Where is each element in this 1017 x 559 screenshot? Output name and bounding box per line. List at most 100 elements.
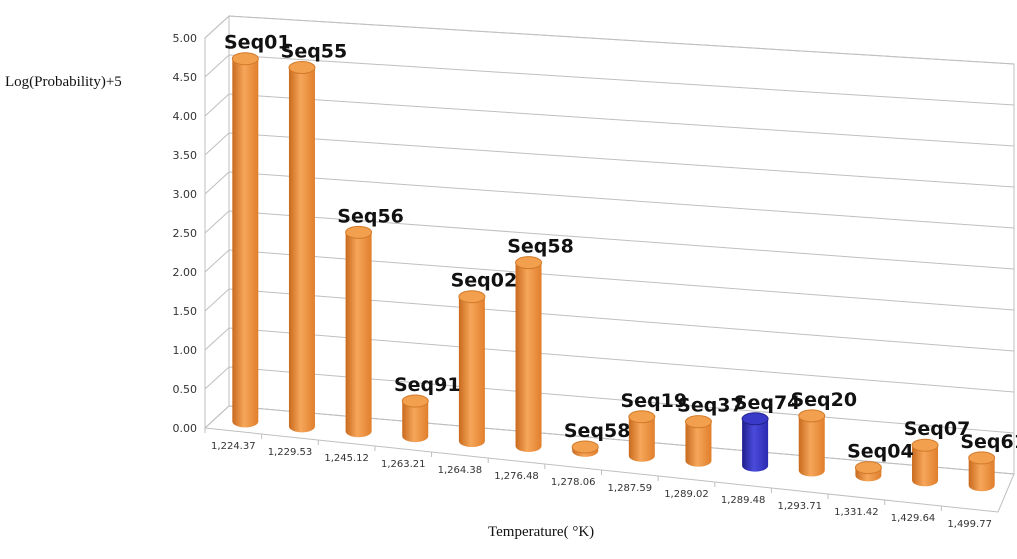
data-label: Seq56 xyxy=(337,205,404,227)
x-tick-label: 1,289.48 xyxy=(721,495,766,506)
data-label: Seq02 xyxy=(451,270,518,292)
data-label: Seq58 xyxy=(507,236,574,258)
x-tick-label: 1,499.77 xyxy=(947,519,992,530)
bar-top xyxy=(911,438,939,452)
gridline xyxy=(228,210,1015,270)
x-tick-label: 1,229.53 xyxy=(268,447,313,458)
gridline-side xyxy=(204,210,230,234)
x-axis-ticks: 1,224.37 1,229.53 1,245.12 1,263.21 1,264.38… xyxy=(204,428,992,530)
bars xyxy=(231,52,996,492)
gridline xyxy=(228,132,1015,188)
bar xyxy=(231,52,259,428)
bar-body xyxy=(345,232,372,438)
gridline-side xyxy=(204,366,230,390)
bar-top xyxy=(515,256,543,270)
x-tick-label: 1,224.37 xyxy=(211,441,256,452)
y-tick-label: 0.50 xyxy=(173,383,198,396)
x-tick-label: 1,278.06 xyxy=(551,477,596,488)
bar-top xyxy=(854,461,882,475)
x-tick-label: 1,264.38 xyxy=(438,465,483,476)
gridline-side xyxy=(204,171,230,195)
data-label: Seq61 xyxy=(960,431,1017,453)
x-axis-title: Temperature( °K) xyxy=(488,524,594,540)
bar-body xyxy=(742,418,769,472)
bar xyxy=(854,461,882,482)
bar-body xyxy=(402,401,429,443)
bar xyxy=(288,61,316,433)
bar xyxy=(345,225,373,438)
bar xyxy=(515,256,543,452)
x-tick-label: 1,293.71 xyxy=(777,501,822,512)
gridline xyxy=(228,93,1015,147)
gridline-side xyxy=(204,15,230,39)
bar-top xyxy=(628,410,656,424)
gridline-side xyxy=(204,288,230,312)
gridline xyxy=(228,15,1015,65)
gridline-side xyxy=(204,93,230,117)
gridline-side xyxy=(204,132,230,156)
bar-body xyxy=(685,421,712,467)
bar xyxy=(458,290,486,448)
x-tick-label: 1,429.64 xyxy=(891,513,936,524)
gridline-side xyxy=(204,405,230,429)
bar-top xyxy=(401,394,429,408)
data-label: Seq91 xyxy=(394,374,461,396)
data-label: Seq04 xyxy=(847,441,914,463)
y-tick-label: 3.50 xyxy=(173,149,198,162)
x-tick-label: 1,287.59 xyxy=(608,483,653,494)
data-label: Seq37 xyxy=(677,395,744,417)
gridline-side xyxy=(204,54,230,78)
y-tick-label: 0.00 xyxy=(173,422,198,435)
bar-body xyxy=(912,445,939,487)
data-label: Seq20 xyxy=(790,389,857,411)
bar xyxy=(968,451,996,492)
x-tick-label: 1,245.12 xyxy=(324,453,369,464)
bar xyxy=(571,440,599,457)
data-label: Seq74 xyxy=(734,392,801,414)
data-label: Seq58 xyxy=(564,420,631,442)
bar-top xyxy=(684,415,712,429)
bar xyxy=(741,412,769,472)
data-label: Seq19 xyxy=(621,390,688,412)
data-label: Seq01 xyxy=(224,32,291,54)
bar-top xyxy=(968,451,996,465)
gridline xyxy=(228,54,1015,106)
gridline-side xyxy=(204,327,230,351)
bar-body xyxy=(968,457,995,492)
bar xyxy=(628,410,656,462)
bar-body xyxy=(515,262,542,452)
bar-top xyxy=(741,412,769,426)
x-tick-label: 1,331.42 xyxy=(834,507,879,518)
bar-top xyxy=(345,225,373,239)
gridline-side xyxy=(204,249,230,273)
y-tick-label: 4.50 xyxy=(173,71,198,84)
bar-body xyxy=(798,415,825,477)
bar-top xyxy=(798,409,826,423)
data-label: Seq07 xyxy=(904,418,971,440)
bar xyxy=(798,409,826,477)
y-tick-label: 1.00 xyxy=(173,344,198,357)
bar xyxy=(684,415,712,467)
data-label: Seq55 xyxy=(281,41,348,63)
bar xyxy=(911,438,939,487)
bar-body xyxy=(628,416,655,462)
bar xyxy=(401,394,429,443)
x-tick-label: 1,289.02 xyxy=(664,489,709,500)
y-tick-label: 3.00 xyxy=(173,188,198,201)
x-tick-label: 1,263.21 xyxy=(381,459,426,470)
gridline xyxy=(228,171,1015,229)
bar-body xyxy=(232,58,259,428)
y-tick-label: 2.50 xyxy=(173,227,198,240)
bar-top xyxy=(458,290,486,304)
bar-top xyxy=(288,61,316,75)
bar-top xyxy=(571,440,599,454)
y-axis-ticks: 0.00 0.50 1.00 1.50 2.00 2.50 3.00 3.50 4.00 4.50… xyxy=(173,32,198,435)
y-tick-label: 4.00 xyxy=(173,110,198,123)
bar-top xyxy=(231,52,259,66)
y-tick-label: 1.50 xyxy=(173,305,198,318)
y-tick-label: 5.00 xyxy=(173,32,198,45)
y-axis-title: Log(Probability)+5 xyxy=(5,74,122,90)
bar-body xyxy=(458,296,485,448)
